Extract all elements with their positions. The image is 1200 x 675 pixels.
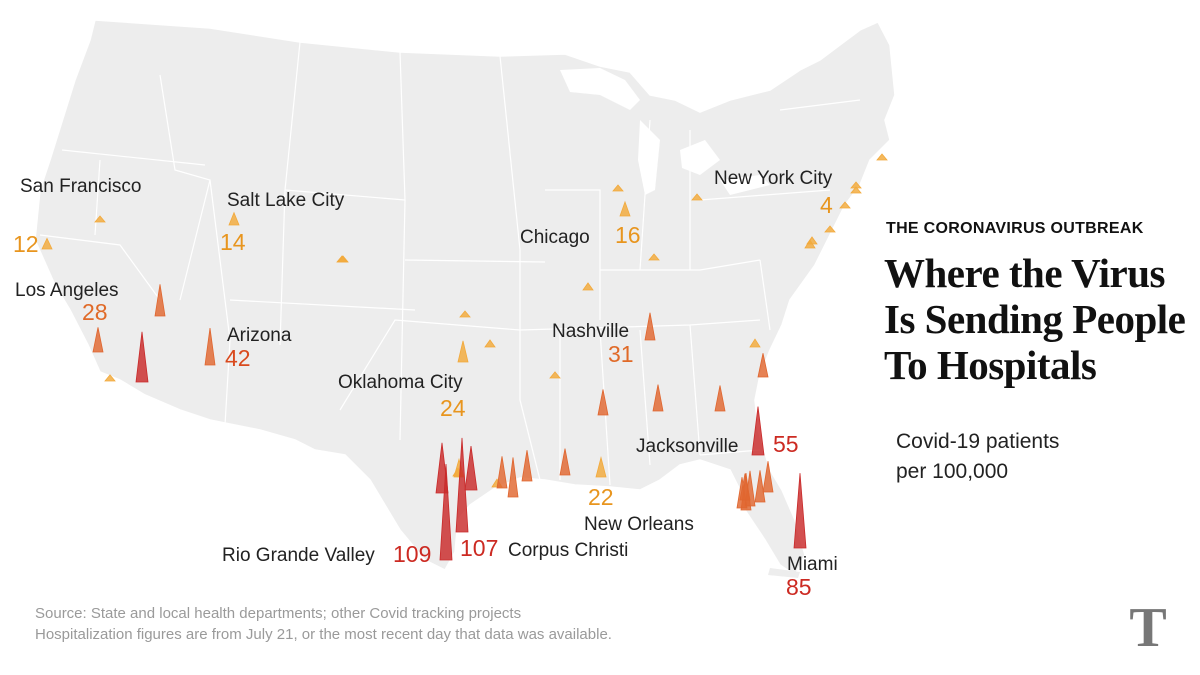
value-jacksonville: 55: [773, 431, 799, 457]
spike-san-francisco: [41, 237, 53, 250]
source-line-2: Hospitalization figures are from July 21…: [35, 626, 612, 643]
spike-orlando: [762, 461, 774, 493]
subtitle-line-2: per 100,000: [896, 460, 1009, 483]
value-rio-grande-valley: 109: [393, 541, 431, 567]
label-new-york-city: New York City: [714, 168, 833, 189]
spike-birmingham: [597, 389, 609, 416]
subtitle-line-1: Covid-19 patients: [896, 430, 1060, 453]
label-corpus-christi: Corpus Christi: [508, 540, 628, 561]
spike-tulsa: [484, 339, 496, 348]
spike-columbia: [757, 353, 769, 378]
spike-corpus-christi: [455, 437, 469, 533]
spike-salt-lake-city: [228, 211, 240, 226]
kicker: THE CORONAVIRUS OUTBREAK: [886, 220, 1144, 237]
spike-memphis: [549, 371, 561, 379]
value-new-york-city: 4: [820, 192, 833, 218]
spike-indianapolis: [648, 253, 660, 261]
spike-miami: [793, 473, 807, 549]
spike-west-palm-beach: [754, 470, 766, 503]
label-los-angeles: Los Angeles: [15, 280, 119, 301]
value-arizona: 42: [225, 345, 251, 371]
label-new-orleans: New Orleans: [584, 514, 694, 535]
label-rio-grande-valley: Rio Grande Valley: [222, 545, 375, 566]
city-labels: San Francisco 12 Los Angeles 28 Salt Lak…: [13, 168, 838, 600]
spike-layer: [41, 153, 888, 561]
label-arizona: Arizona: [227, 325, 292, 346]
spike-wichita: [459, 310, 471, 318]
label-san-francisco: San Francisco: [20, 176, 141, 197]
spike-san-diego: [104, 374, 116, 382]
spike-houston: [507, 457, 519, 498]
value-salt-lake-city: 14: [220, 229, 246, 255]
spike-arizona: [204, 327, 216, 366]
label-miami: Miami: [787, 554, 838, 575]
spike-baltimore: [806, 236, 818, 245]
spike-nashville: [644, 312, 656, 341]
spike-new-orleans: [595, 456, 607, 478]
value-san-francisco: 12: [13, 231, 39, 257]
label-oklahoma-city: Oklahoma City: [338, 372, 463, 393]
us-landmass: [34, 19, 896, 577]
value-new-orleans: 22: [588, 484, 614, 510]
spike-new-york-city: [839, 201, 851, 209]
spike-central-valley: [154, 284, 166, 317]
subtitle: Covid-19 patients per 100,000: [896, 427, 1156, 487]
label-nashville: Nashville: [552, 321, 629, 342]
headline-line-2: Is Sending People: [884, 296, 1186, 342]
value-chicago: 16: [615, 222, 641, 248]
label-jacksonville: Jacksonville: [636, 436, 738, 457]
label-chicago: Chicago: [520, 227, 590, 248]
spike-baton-rouge: [559, 448, 571, 476]
nyt-logo: T: [1129, 597, 1167, 659]
great-lakes: [560, 68, 770, 195]
spike-atlanta: [714, 385, 726, 412]
spike-detroit: [691, 193, 703, 201]
spike-lakeland: [739, 473, 751, 501]
spike-imperial: [135, 331, 149, 383]
headline-line-1: Where the Virus: [884, 250, 1166, 296]
spike-charlotte: [749, 338, 761, 348]
spike-portland-maine: [850, 181, 862, 189]
headline-line-3: To Hospitals: [884, 342, 1097, 388]
florida-keys: [768, 568, 800, 578]
spike-san-antonio: [464, 445, 478, 491]
value-miami: 85: [786, 574, 812, 600]
spike-st-louis: [582, 282, 594, 291]
source-note: Source: State and local health departmen…: [35, 603, 815, 645]
spike-sacramento: [94, 215, 106, 223]
label-salt-lake-city: Salt Lake City: [227, 190, 345, 211]
spike-oklahoma-city: [457, 340, 469, 363]
source-line-1: Source: State and local health departmen…: [35, 605, 522, 622]
value-oklahoma-city: 24: [440, 395, 466, 421]
spike-philadelphia: [824, 225, 836, 233]
spike-hartford: [850, 186, 862, 194]
spike-montgomery: [652, 384, 664, 412]
spike-jackson: [496, 456, 508, 489]
spike-beaumont: [521, 450, 533, 482]
value-corpus-christi: 107: [460, 535, 498, 561]
value-nashville: 31: [608, 341, 634, 367]
value-los-angeles: 28: [82, 299, 108, 325]
state-borders: [39, 41, 861, 486]
spike-los-angeles: [92, 327, 104, 353]
spike-milwaukee: [612, 184, 624, 192]
spike-denver: [337, 255, 349, 263]
spike-rio-grande-valley: [439, 464, 453, 561]
spike-jacksonville: [751, 406, 765, 456]
spike-boston: [876, 153, 888, 161]
spike-chicago: [619, 200, 631, 217]
headline: Where the Virus Is Sending People To Hos…: [884, 250, 1200, 388]
